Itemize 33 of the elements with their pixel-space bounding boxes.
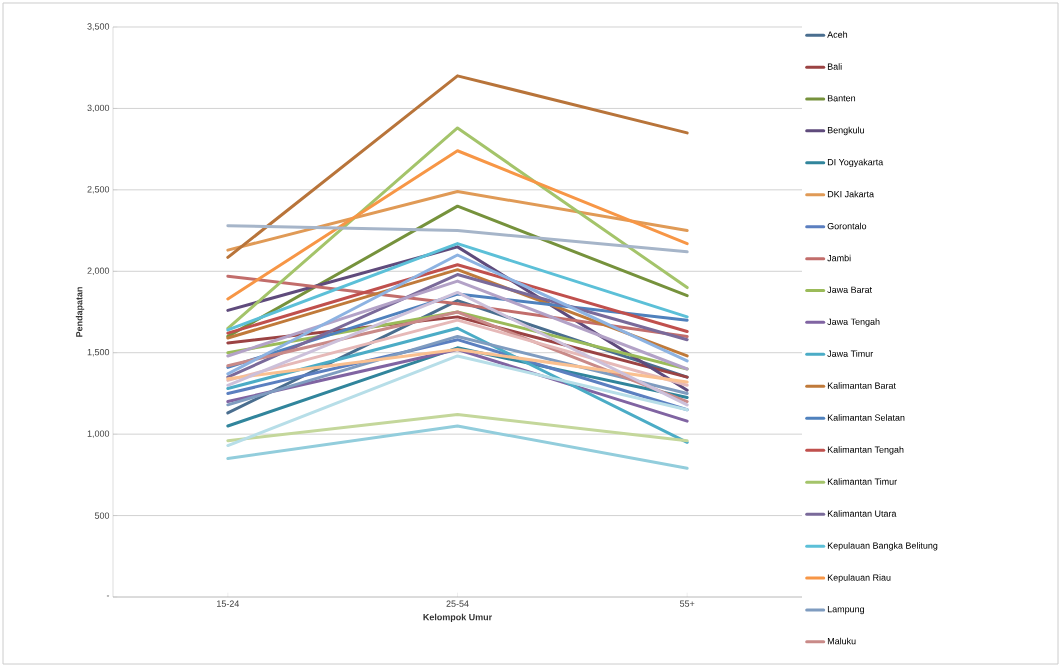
legend-label: DKI Jakarta: [827, 190, 875, 198]
legend-label: Aceh: [827, 31, 848, 38]
x-tick-label: 15-24: [217, 600, 240, 607]
legend-label: Lampung: [827, 606, 864, 615]
legend-label: Kalimantan Utara: [827, 510, 897, 517]
legend-label: Kalimantan Tengah: [827, 446, 904, 455]
y-tick-label: 3,500: [87, 23, 110, 31]
legend-label: Banten: [827, 95, 856, 102]
y-tick-label: 500: [94, 512, 110, 519]
legend-label: Kalimantan Selatan: [827, 414, 905, 421]
x-tick-label: 55+: [679, 600, 695, 607]
legend-label: DI Yogyakarta: [827, 158, 884, 168]
legend-label: Maluku: [827, 637, 856, 645]
y-tick-label: -: [106, 595, 110, 597]
legend-label: Bali: [827, 63, 842, 70]
y-tick-label: 3,000: [87, 104, 110, 113]
legend-label: Gorontalo: [827, 222, 867, 230]
legend-label: Jambi: [827, 254, 851, 262]
y-tick-label: 1,500: [87, 349, 110, 357]
x-tick-label: 25-54: [446, 600, 469, 607]
y-axis-title: Pendapatan: [75, 287, 85, 337]
y-tick-label: 1,000: [87, 430, 110, 438]
legend-label: Jawa Barat: [827, 286, 872, 293]
y-tick-label: 2,000: [87, 267, 110, 275]
x-axis-title: Kelompok Umur: [423, 613, 492, 623]
legend-label: Jawa Tengah: [827, 318, 880, 327]
legend-label: Bengkulu: [827, 126, 864, 136]
legend-label: Kalimantan Timur: [827, 478, 897, 485]
legend-label: Jawa Timur: [827, 350, 874, 357]
legend-label: Kalimantan Barat: [827, 382, 896, 389]
legend-label: Kepulauan Bangka Belitung: [827, 542, 938, 551]
legend-label: Kepulauan Riau: [827, 574, 891, 583]
y-tick-label: 2,500: [87, 186, 110, 194]
